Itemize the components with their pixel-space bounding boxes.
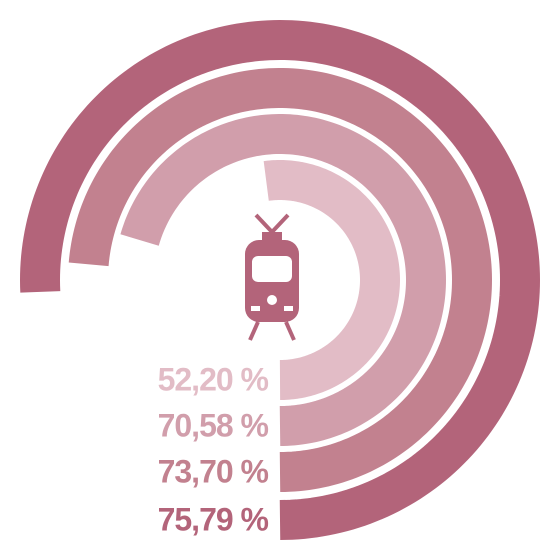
ring-bar bbox=[120, 113, 447, 446]
value-label: 70,58 % bbox=[158, 407, 269, 443]
tram-icon bbox=[245, 213, 299, 341]
ring-bar bbox=[19, 19, 541, 540]
value-label: 75,79 % bbox=[158, 501, 269, 537]
ring-bar bbox=[263, 160, 401, 400]
value-label: 52,20 % bbox=[158, 361, 269, 397]
ring-bar bbox=[68, 68, 493, 492]
value-label: 73,70 % bbox=[158, 453, 269, 489]
